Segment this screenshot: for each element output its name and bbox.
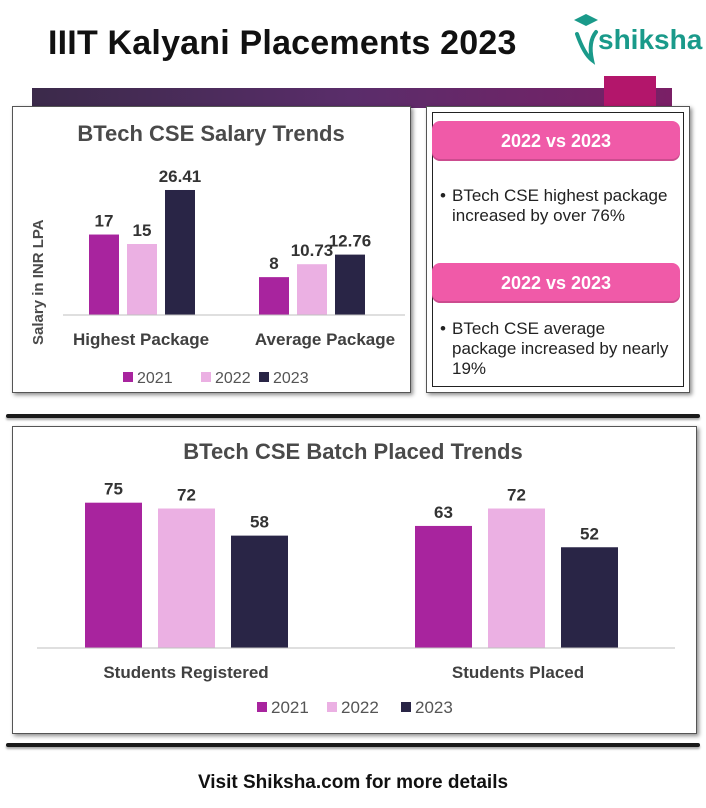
bar-2022-1 <box>297 264 327 315</box>
section-divider <box>6 414 700 418</box>
bullet-icon: • <box>440 319 446 338</box>
data-label: 72 <box>507 486 526 505</box>
section-divider <box>6 743 700 747</box>
highlight-text-1-body: BTech CSE highest package increased by o… <box>452 186 668 225</box>
legend-label-2023: 2023 <box>415 698 453 717</box>
legend-label-2021: 2021 <box>271 698 309 717</box>
footer-note: Visit Shiksha.com for more details <box>197 772 509 793</box>
chart-title: BTech CSE Batch Placed Trends <box>183 439 522 464</box>
data-label: 17 <box>95 212 114 231</box>
data-label: 52 <box>580 524 599 543</box>
legend-swatch-2021 <box>257 702 267 712</box>
shiksha-logo-icon <box>574 14 598 65</box>
legend-swatch-2021 <box>123 372 133 382</box>
bar-2023-1 <box>335 254 365 315</box>
chart-title: BTech CSE Salary Trends <box>77 121 344 146</box>
bullet-icon: • <box>440 186 446 205</box>
bar-2021-0 <box>89 234 119 315</box>
data-label: 63 <box>434 503 453 522</box>
legend-swatch-2023 <box>401 702 411 712</box>
bar-2022-0 <box>158 508 215 648</box>
highlight-text-2-body: BTech CSE average package increased by n… <box>452 319 669 378</box>
legend-label-2023: 2023 <box>273 370 309 387</box>
y-axis-label: Salary in INR LPA <box>30 219 47 345</box>
highlight-badge-2: 2022 vs 2023 <box>432 263 680 303</box>
batch-chart-panel: BTech CSE Batch Placed Trends 75 63 72 72 58 5… <box>12 426 697 734</box>
bar-2023-1 <box>561 547 618 648</box>
batch-placed-trends-chart: BTech CSE Batch Placed Trends 75 63 72 72 58 5… <box>37 439 675 717</box>
category-label: Students Placed <box>452 663 584 682</box>
data-label: 15 <box>133 221 152 240</box>
category-label: Highest Package <box>73 330 209 349</box>
legend-label-2022: 2022 <box>215 370 251 387</box>
legend-swatch-2022 <box>327 702 337 712</box>
highlight-badge-1: 2022 vs 2023 <box>432 121 680 161</box>
bar-2023-0 <box>231 535 288 648</box>
bar-2021-0 <box>85 502 142 648</box>
bar-2022-1 <box>488 508 545 648</box>
legend-swatch-2022 <box>201 372 211 382</box>
data-label: 10.73 <box>291 241 334 260</box>
data-label: 58 <box>250 513 269 532</box>
legend-label-2022: 2022 <box>341 698 379 717</box>
data-label: 26.41 <box>159 167 202 186</box>
legend-swatch-2023 <box>259 372 269 382</box>
data-label: 8 <box>269 254 278 273</box>
bar-2021-1 <box>415 525 472 648</box>
bar-2023-0 <box>165 189 195 315</box>
category-label: Average Package <box>255 330 395 349</box>
salary-trends-chart: BTech CSE Salary Trends Salary in INR LPA… <box>30 121 405 387</box>
category-label: Students Registered <box>103 663 268 682</box>
highlight-text-1: • BTech CSE highest package increased by… <box>440 186 672 226</box>
legend-label-2021: 2021 <box>137 370 173 387</box>
highlight-text-2: • BTech CSE average package increased by… <box>440 319 672 379</box>
page-title: IIIT Kalyani Placements 2023 <box>48 24 517 62</box>
data-label: 75 <box>104 480 123 499</box>
header-banner <box>32 88 672 108</box>
bar-2022-0 <box>127 244 157 315</box>
data-label: 72 <box>177 486 196 505</box>
data-label: 12.76 <box>329 232 372 251</box>
bar-2021-1 <box>259 277 289 315</box>
highlights-inner-frame <box>432 112 684 387</box>
salary-chart-panel: BTech CSE Salary Trends Salary in INR LPA… <box>12 106 411 393</box>
brand-name: shiksha <box>598 24 703 55</box>
header-banner-accent <box>604 76 656 108</box>
